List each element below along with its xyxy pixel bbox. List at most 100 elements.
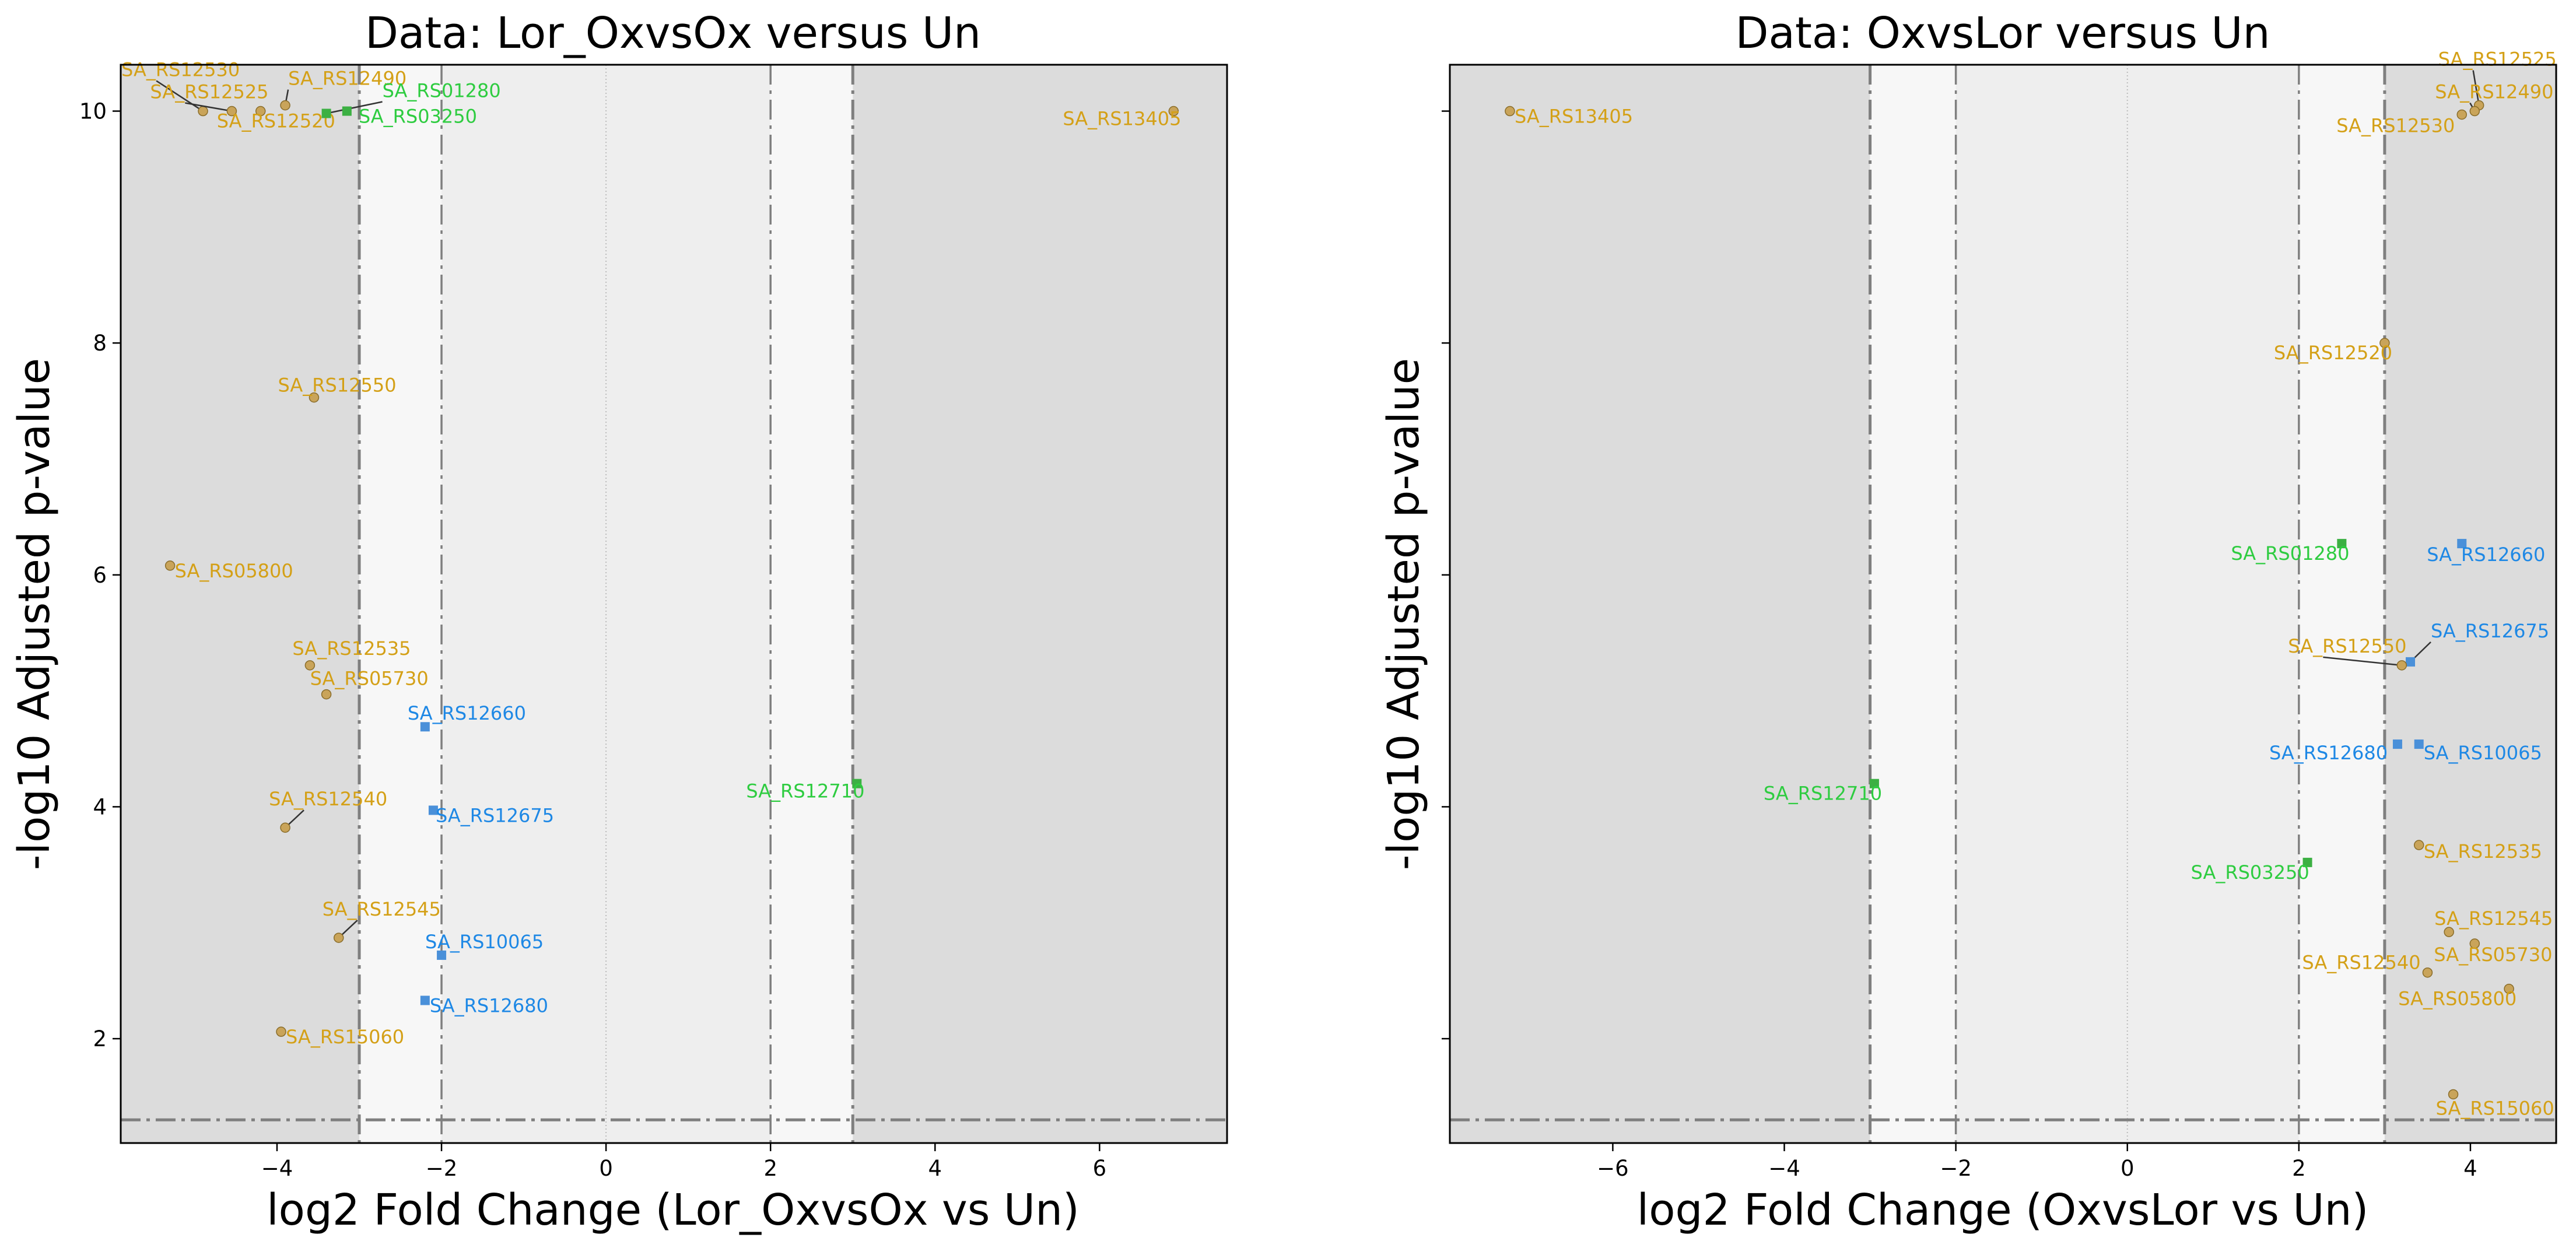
data-point [276,1026,286,1037]
chart-panel-left: Data: Lor_OxvsOx versus Un log2 Fold Cha… [9,8,1228,1235]
point-label: SA_RS12550 [278,374,396,397]
region-moderate-down [359,65,442,1143]
label-leader-line [326,101,383,114]
region-strong-down [121,65,360,1143]
label-leader-line [2323,656,2402,667]
x-tick-label: 4 [2463,1156,2477,1181]
point-label: SA_RS12545 [2434,907,2553,930]
data-point [2406,657,2416,667]
data-point [334,933,344,943]
data-point [321,689,332,700]
point-label: SA_RS12530 [2336,114,2455,136]
y-tick-label: 6 [93,563,107,588]
point-label: SA_RS01280 [383,80,501,102]
x-tick-label: 6 [1093,1156,1107,1181]
x-axis-label: log2 Fold Change (Lor_OxvsOx vs Un) [267,1185,1080,1235]
point-label: SA_RS12540 [269,788,387,810]
x-tick-label: 2 [2292,1156,2306,1181]
x-tick-label: −6 [1597,1156,1629,1181]
region-moderate-up [770,65,853,1143]
plot-frame [1449,64,2557,1144]
point-label: SA_RS12660 [408,702,526,724]
data-point [2457,539,2467,549]
point-label: SA_RS10065 [425,931,544,953]
label-leader-line [2472,70,2480,106]
data-point [304,660,316,671]
data-point [226,106,237,117]
data-point [2302,857,2312,867]
point-label: SA_RS12525 [150,81,268,103]
plot-area: SA_RS13405 SA_RS12525 SA_RS12490 SA_RS12530… [1450,48,2557,1143]
point-label: SA_RS12490 [2435,81,2553,103]
data-point [2392,739,2402,749]
point-label: SA_RS03250 [359,106,477,128]
data-point [2337,539,2347,549]
point-label: SA_RS15060 [2436,1097,2554,1119]
data-point [321,108,331,118]
label-leader-line [185,102,232,112]
y-axis-label: -log10 Adjusted p-value [9,358,59,870]
point-label: SA_RS12490 [288,68,406,90]
data-point [420,995,430,1005]
chart-panel-right: Data: OxvsLor versus Un log2 Fold Change… [1379,8,2557,1235]
point-label: SA_RS13405 [1063,108,1181,130]
chart-title: Data: OxvsLor versus Un [1735,8,2270,58]
x-tick-label: 2 [763,1156,777,1181]
data-point [1869,779,1879,788]
point-label: SA_RS12535 [292,637,411,660]
point-label: SA_RS12550 [2288,635,2406,657]
data-point [309,392,320,403]
x-axis-label: log2 Fold Change (OxvsLor vs Un) [1637,1185,2369,1235]
point-label: SA_RS05800 [175,560,293,582]
point-label: SA_RS12710 [746,780,864,802]
data-point [420,722,430,732]
point-label: SA_RS12545 [323,898,441,920]
point-label: SA_RS12525 [2438,48,2557,71]
point-label: SA_RS12540 [2302,952,2420,974]
point-label: SA_RS12520 [217,110,335,132]
data-point [255,106,266,117]
data-point [1505,106,1515,117]
point-label: SA_RS12710 [1764,783,1882,805]
data-point [2444,927,2454,937]
data-point [2422,967,2433,978]
data-point [2379,338,2390,348]
chart-title: Data: Lor_OxvsOx versus Un [365,8,981,58]
data-point [2448,1089,2459,1100]
x-tick-label: 4 [928,1156,942,1181]
x-tick-label: 0 [599,1156,613,1181]
y-axis-label: -log10 Adjusted p-value [1379,358,1429,870]
point-label: SA_RS12675 [436,804,554,826]
x-tick-label: −2 [1940,1156,1972,1181]
data-point [428,805,438,815]
y-tick-label: 4 [93,794,107,819]
data-point [852,779,862,788]
data-point [2504,983,2514,994]
y-tick-label: 10 [79,99,107,124]
x-tick-label: 0 [2121,1156,2135,1181]
data-point [198,106,208,117]
x-tick-label: −4 [261,1156,293,1181]
region-moderate-down [1870,65,1956,1143]
region-strong-up [853,65,1227,1143]
data-point [164,560,176,571]
region-moderate-up [2298,65,2385,1143]
data-point [2413,840,2424,850]
point-label: SA_RS13405 [1515,106,1633,128]
point-label: SA_RS05730 [310,668,429,690]
point-label: SA_RS12660 [2427,544,2545,566]
data-point [342,106,352,116]
data-point [2396,660,2407,671]
label-leader-line [156,80,204,112]
point-label: SA_RS12535 [2424,840,2542,863]
point-label: SA_RS12530 [121,59,240,81]
data-point [1168,106,1179,117]
data-point [2469,938,2480,949]
data-point [2469,106,2480,117]
point-label: SA_RS01280 [2231,542,2349,565]
data-point [437,950,447,960]
data-point [2414,739,2424,749]
data-point [2456,109,2467,120]
